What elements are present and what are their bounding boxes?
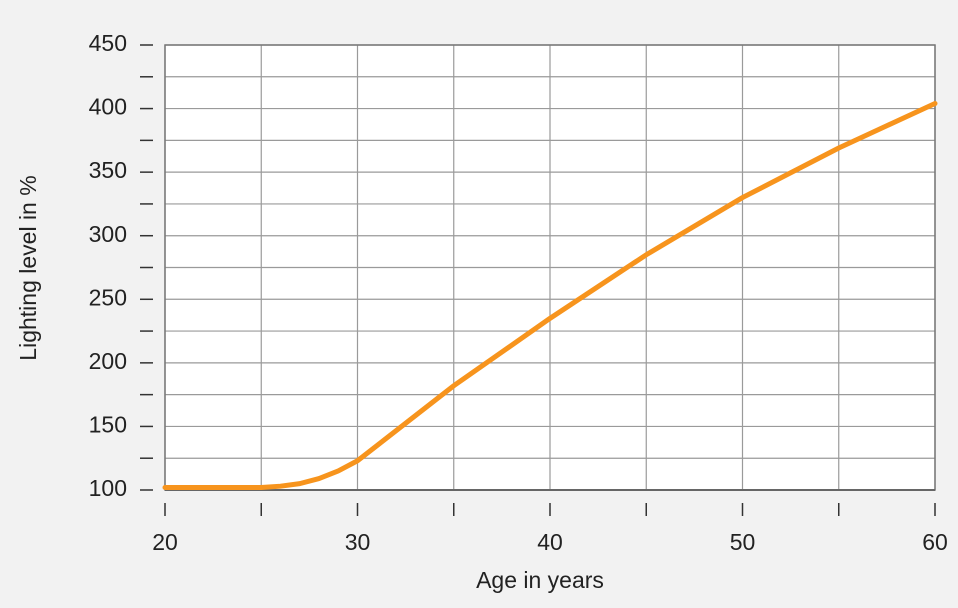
x-tick-label: 50 xyxy=(730,529,756,555)
y-tick-label: 100 xyxy=(89,475,127,501)
x-tick-label: 60 xyxy=(922,529,948,555)
y-tick-label: 450 xyxy=(89,30,127,56)
y-tick-label: 300 xyxy=(89,221,127,247)
y-tick-label: 200 xyxy=(89,348,127,374)
data-line xyxy=(162,100,938,490)
x-tick-label: 30 xyxy=(345,529,371,555)
y-tick-label: 250 xyxy=(89,284,127,310)
y-tick-label: 400 xyxy=(89,94,127,120)
y-axis-title: Lighting level in % xyxy=(15,175,41,360)
x-axis-title: Age in years xyxy=(476,567,604,593)
x-tick-label: 20 xyxy=(152,529,178,555)
y-tick-label: 150 xyxy=(89,412,127,438)
y-tick-label: 350 xyxy=(89,157,127,183)
x-tick-label: 40 xyxy=(537,529,563,555)
